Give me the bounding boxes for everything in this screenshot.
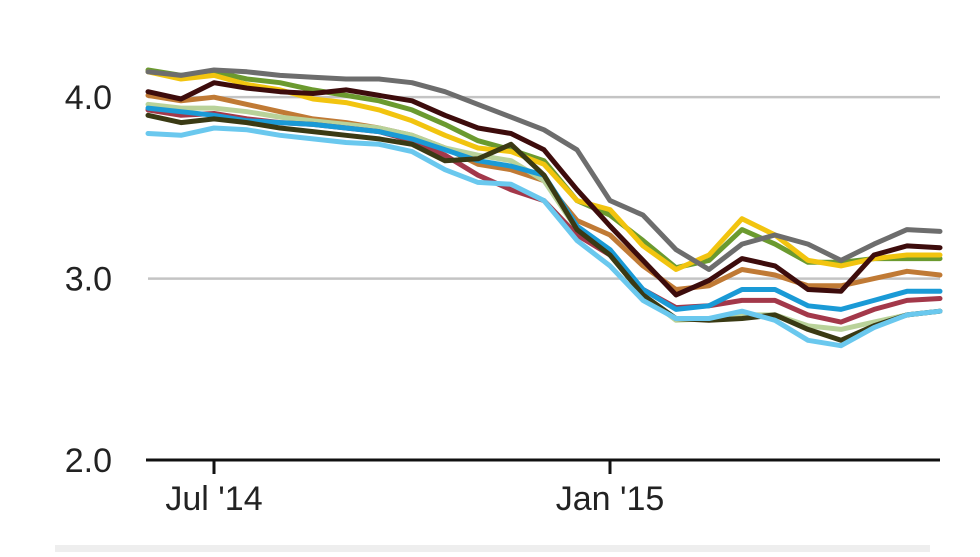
series-line: [145, 112, 943, 343]
x-tick-label: Jul '14: [165, 480, 262, 518]
series-line: [145, 80, 943, 298]
series-line: [145, 67, 943, 272]
y-tick-label: 3.0: [65, 261, 112, 299]
y-tick-label: 4.0: [65, 79, 112, 117]
series-line: [145, 69, 943, 272]
footer-bar: [55, 545, 930, 552]
x-tick-label: Jan '15: [556, 480, 665, 518]
y-tick-label: 2.0: [65, 442, 112, 480]
series-line: [145, 67, 943, 271]
series-line: [145, 101, 943, 332]
series-line: [145, 125, 943, 349]
